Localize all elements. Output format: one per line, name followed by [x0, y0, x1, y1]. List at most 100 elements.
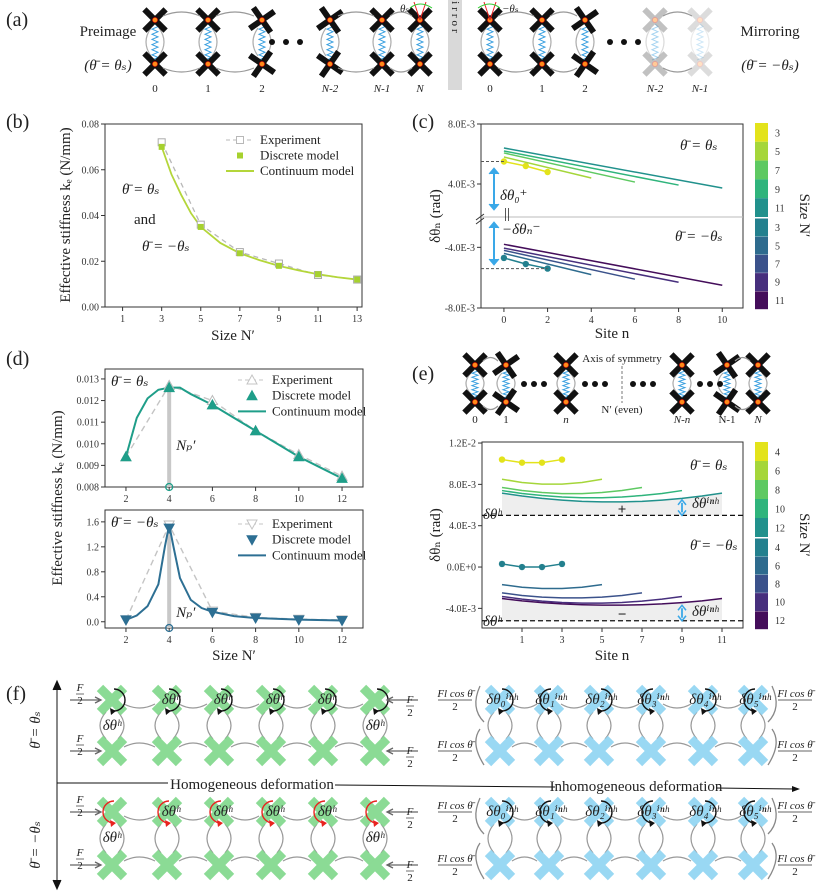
force-arrow: [385, 861, 418, 869]
arrow-head: [677, 498, 687, 517]
unit-arm: [359, 684, 391, 716]
condition-annotation: and: [134, 212, 156, 228]
ligament: [560, 742, 588, 748]
moment-arrow: [767, 685, 777, 723]
ligament: [198, 27, 205, 57]
ligament: [380, 823, 388, 854]
ligament: [282, 856, 312, 862]
x-tick-label: 2: [123, 635, 128, 646]
ligament: [554, 823, 562, 854]
moment-left-numerator: Fl cos θ̄: [436, 739, 475, 751]
series-line-size-11: [503, 147, 723, 189]
y-tick-label: 0.08: [82, 120, 100, 131]
ligament: [511, 703, 538, 709]
unit-arm: [687, 796, 719, 828]
rotation-label: δθʰ: [366, 830, 385, 846]
homogeneous-unit: [307, 684, 339, 716]
homogeneous-unit: [359, 684, 391, 716]
unit-arm: [583, 796, 615, 828]
rotation-arrow: [743, 800, 756, 824]
ligament: [224, 823, 232, 854]
ligament: [740, 823, 748, 854]
unit-arm: [642, 7, 668, 33]
rotation-label: δθʰ: [162, 804, 181, 820]
ligament: [610, 742, 640, 748]
discrete-point: [197, 223, 204, 230]
legend-marker: [237, 152, 243, 159]
rotation-arrow: [539, 688, 552, 712]
unit-arm: [484, 849, 516, 881]
series-line-size-9: [503, 247, 679, 283]
y-tick-label: 0.02: [82, 257, 100, 268]
discrete-point: [292, 450, 305, 462]
ligament: [362, 711, 370, 740]
ligament: [536, 823, 544, 854]
series-line-size-7: [503, 249, 636, 280]
homogeneous-unit: [307, 849, 339, 881]
rotation-arrow: [704, 800, 717, 824]
legend-entry: Continuum model: [272, 403, 367, 418]
panel-label-f: (f): [6, 683, 26, 705]
unit-arm: [635, 735, 667, 767]
y-tick-label: 0.012: [77, 396, 100, 407]
site-label: N-2: [646, 83, 664, 95]
x-axis-label: Site n: [595, 648, 630, 664]
unit-arm: [583, 849, 615, 881]
ligament: [554, 711, 562, 740]
joint-dot: [652, 17, 658, 23]
site-label: N-1: [691, 83, 709, 95]
joint-dot: [539, 17, 545, 23]
joint-dot: [327, 17, 333, 23]
rotating-unit: [407, 51, 433, 77]
joint-dot: [563, 399, 569, 405]
panel-label-d: (d): [6, 348, 29, 370]
rotation-arrow: [261, 800, 274, 824]
unit-arm: [96, 684, 128, 716]
force-arrow: [70, 747, 103, 755]
series-point: [558, 560, 566, 568]
series-line-size-4: [501, 458, 563, 464]
ligament: [685, 372, 692, 395]
ligament: [511, 815, 538, 821]
rotating-unit: [491, 350, 521, 380]
delta-plus-label: δθ₀⁺: [500, 188, 527, 204]
joint-dot: [563, 362, 569, 368]
y-tick-label: -4.0E-3: [446, 604, 476, 615]
colorbar-swatch: [755, 611, 768, 630]
inhomogeneous-unit: [583, 849, 615, 881]
discrete-point: [206, 398, 219, 410]
ligament: [310, 711, 318, 740]
spring: [753, 368, 763, 399]
ellipsis-dot: [521, 381, 527, 387]
legend-entry: Continuum model: [260, 163, 355, 178]
legend-entry: Discrete model: [272, 388, 351, 403]
colorbar-label: 6: [775, 467, 780, 478]
homogeneous-unit: [151, 684, 183, 716]
ligament: [549, 11, 578, 17]
colorbar-label: 8: [775, 580, 780, 591]
ligament: [230, 703, 260, 709]
ligament: [714, 742, 742, 748]
rotation-arrow-head: [269, 820, 275, 827]
rotation-label: δθʰ: [214, 692, 233, 708]
ligament: [748, 372, 755, 395]
ligament: [662, 11, 693, 17]
panel-label-a: (a): [6, 9, 28, 31]
homogeneous-unit: [307, 796, 339, 828]
ligament: [389, 67, 413, 73]
peak-size-marker: [165, 482, 174, 492]
ellipsis-dot: [602, 381, 608, 387]
rotating-unit: [195, 7, 221, 33]
ligament: [410, 27, 417, 57]
rotation-arrow-head: [165, 820, 171, 827]
homogeneous-unit: [151, 849, 183, 881]
spring: [203, 23, 213, 61]
colorbar-label: 8: [775, 486, 780, 497]
condition-upper: θ̄ = θₛ: [690, 458, 727, 474]
series-point: [498, 560, 506, 568]
rotating-unit: [642, 7, 668, 33]
homogeneous-unit: [151, 735, 183, 767]
condition-upper: θ̄ = θₛ: [680, 138, 717, 154]
rotating-unit: [669, 352, 695, 378]
ligament: [117, 711, 125, 740]
